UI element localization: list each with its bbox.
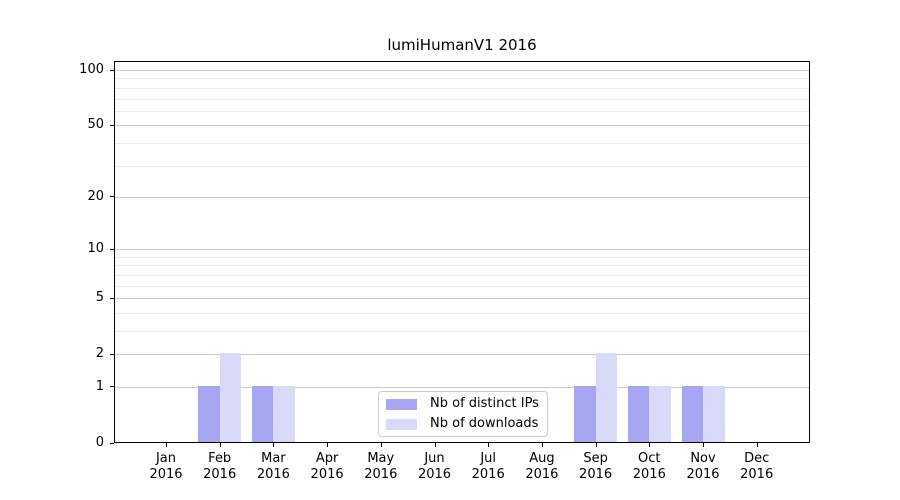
x-axis-tick-label: Aug 2016 (525, 451, 559, 482)
legend: Nb of distinct IPs Nb of downloads (378, 391, 548, 437)
legend-label-distinct-ips: Nb of distinct IPs (430, 396, 539, 411)
gridline-major (114, 386, 810, 388)
bar-nb-of-distinct-ips-oct-2016 (627, 386, 650, 442)
y-axis-tick (110, 353, 114, 355)
bar-nb-of-downloads-oct-2016 (649, 386, 671, 442)
plot-area (114, 61, 810, 443)
gridline-minor (114, 78, 810, 80)
gridline-major (114, 125, 810, 127)
bar-nb-of-downloads-sep-2016 (595, 353, 618, 442)
y-axis-tick-label: 2 (95, 346, 104, 362)
bar-nb-of-distinct-ips-feb-2016 (198, 386, 220, 442)
bar-nb-of-downloads-mar-2016 (273, 386, 295, 442)
y-axis-tick (110, 196, 114, 198)
x-axis-tick (380, 443, 382, 447)
bar-nb-of-distinct-ips-mar-2016 (251, 386, 274, 442)
x-axis-tick-label: Jul 2016 (471, 451, 505, 482)
x-axis-tick (541, 443, 543, 447)
gridline-minor (114, 142, 810, 144)
x-axis-tick-label: Jan 2016 (149, 451, 183, 482)
legend-swatch-downloads-icon (386, 418, 417, 430)
y-axis-tick (110, 69, 114, 71)
y-axis-tick-label: 0 (95, 435, 104, 450)
legend-swatch-distinct-ips-icon (386, 398, 417, 410)
x-axis-tick-label: Dec 2016 (740, 451, 774, 482)
legend-item-distinct-ips: Nb of distinct IPs (386, 397, 539, 411)
y-axis-tick-label: 5 (95, 290, 104, 306)
legend-item-downloads: Nb of downloads (386, 417, 539, 431)
x-axis-tick-label: Jun 2016 (417, 451, 452, 482)
bar-nb-of-distinct-ips-nov-2016 (681, 386, 703, 442)
gridline-minor (114, 265, 810, 267)
x-axis-tick (488, 443, 490, 447)
x-axis-tick (595, 443, 597, 447)
gridline-minor (114, 165, 810, 167)
gridline-major (114, 196, 810, 198)
x-axis-tick (649, 443, 651, 447)
y-axis-tick (110, 386, 114, 388)
y-axis-tick-label: 100 (79, 62, 104, 78)
legend-label-downloads: Nb of downloads (430, 416, 539, 431)
gridline-minor (114, 87, 810, 89)
bar-nb-of-distinct-ips-sep-2016 (574, 386, 596, 442)
x-axis-tick-label: May 2016 (364, 451, 398, 482)
x-axis-tick-label: Sep 2016 (579, 451, 613, 482)
chart-title: lumiHumanV1 2016 (387, 36, 537, 54)
x-axis-tick-label: Mar 2016 (256, 451, 290, 482)
gridline-minor (114, 285, 810, 287)
bar-nb-of-downloads-nov-2016 (703, 386, 725, 442)
gridline-minor (114, 98, 810, 100)
x-axis-tick (703, 443, 704, 447)
gridline-major (114, 70, 810, 72)
y-axis-tick (110, 297, 114, 299)
gridline-minor (114, 110, 810, 112)
x-axis-tick (434, 443, 436, 447)
x-axis-tick-label: Feb 2016 (203, 451, 237, 482)
y-axis-tick-label: 10 (87, 241, 104, 257)
y-axis-tick-label: 20 (87, 188, 104, 204)
y-axis-tick-label: 50 (87, 117, 104, 133)
gridline-minor (114, 274, 810, 276)
x-axis-tick (166, 443, 167, 447)
gridline-major (114, 249, 810, 251)
x-axis-tick (327, 443, 329, 447)
x-axis-tick (756, 443, 758, 447)
y-axis-tick-label: 1 (95, 378, 104, 394)
gridline-minor (114, 312, 810, 314)
x-axis-tick-label: Nov 2016 (686, 451, 720, 482)
x-axis-tick (273, 443, 275, 447)
gridline-minor (114, 330, 810, 332)
gridline-major (114, 354, 810, 356)
x-axis-tick-label: Apr 2016 (310, 451, 344, 482)
y-axis-tick (110, 248, 114, 250)
bar-nb-of-downloads-feb-2016 (219, 353, 242, 442)
y-axis-tick (110, 124, 114, 126)
x-axis-tick-label: Oct 2016 (632, 451, 666, 482)
y-axis-tick (110, 442, 114, 444)
x-axis-tick (219, 443, 221, 447)
gridline-minor (114, 256, 810, 258)
gridline-major (114, 298, 810, 300)
